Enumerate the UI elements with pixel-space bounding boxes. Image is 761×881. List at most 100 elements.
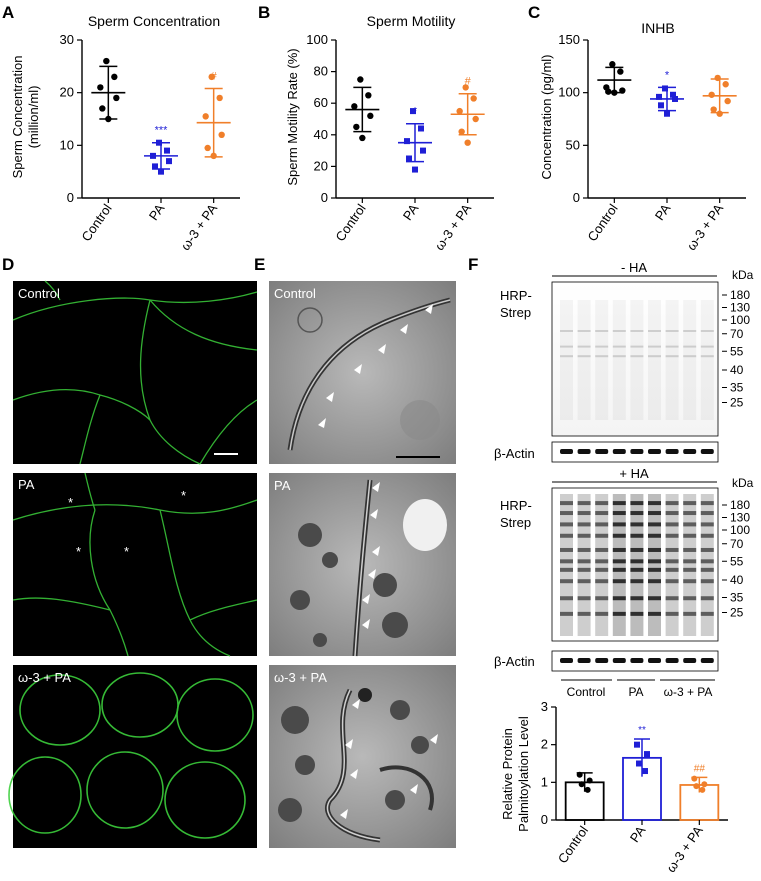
panel-b-ylabel: Sperm Motility Rate (%): [285, 48, 300, 185]
hrp-label-1a: HRP-: [500, 288, 532, 303]
ytick-label: 100: [306, 32, 328, 47]
kda-marker: 130: [730, 301, 750, 315]
significance-mark: ***: [155, 125, 169, 137]
blot-band: [612, 533, 626, 538]
blot-band: [648, 547, 661, 552]
hrp-label-2b: Strep: [500, 515, 531, 530]
blot-lane: [630, 494, 644, 636]
ytick-label: 2: [541, 737, 548, 752]
blot-lane: [683, 494, 697, 636]
blot-band: [630, 501, 644, 506]
data-point: [458, 128, 465, 135]
blot-band: [612, 567, 626, 572]
ytick-label: 0: [321, 190, 328, 205]
blot-band: [683, 596, 697, 601]
actin-band: [560, 449, 573, 454]
blot-band: [700, 611, 714, 616]
data-point: [166, 158, 172, 165]
actin-band: [648, 449, 661, 454]
actin-label-2: β-Actin: [494, 654, 535, 669]
panel-letter-f: F: [468, 255, 478, 274]
data-point: [611, 89, 618, 96]
blot-band: [560, 511, 573, 516]
kda-marker: 70: [730, 327, 744, 341]
panel-letter-b: B: [258, 3, 270, 22]
blot-band: [630, 579, 644, 584]
blot-band: [648, 567, 661, 572]
blot-lane: [700, 300, 714, 420]
panel-c-axes: 0 50 100 150 Control PA * ω-3 + PA: [558, 32, 746, 253]
blot-band: [577, 345, 591, 348]
blot-band: [595, 611, 609, 616]
actin-band: [577, 449, 591, 454]
bar-chart-axes: 0 1 2 3 Control PA ** ω-3 + PA ##: [541, 699, 728, 875]
hrp-label-1b: Strep: [500, 305, 531, 320]
xtick-label: Control: [555, 823, 591, 866]
blot-band: [648, 559, 661, 564]
data-point: [462, 84, 469, 91]
blot-band: [665, 501, 679, 506]
blot-band: [595, 533, 609, 538]
data-point: [113, 94, 120, 102]
actin-band: [665, 658, 679, 663]
actin-band: [612, 658, 626, 663]
lane-group-pa: PA: [628, 685, 643, 699]
xtick-label: ω-3 + PA: [177, 201, 220, 253]
ytick-label: 0: [541, 812, 548, 827]
kda-marker: 70: [730, 537, 744, 551]
data-point: [619, 87, 626, 94]
data-point: [644, 751, 650, 758]
blot-band: [560, 533, 573, 538]
blot-band: [560, 579, 573, 584]
significance-mark: **: [638, 725, 646, 736]
blot-band: [665, 522, 679, 527]
xtick-label: PA: [400, 201, 422, 223]
panel-a-ylabel-2: (million/ml): [26, 86, 41, 149]
xtick-label: PA: [146, 201, 168, 223]
data-point: [714, 74, 721, 82]
data-point: [710, 106, 717, 113]
blot-lane: [595, 300, 609, 420]
data-point: [359, 134, 366, 142]
blot-band: [612, 355, 626, 358]
data-point: [150, 152, 156, 159]
blot-band: [595, 547, 609, 552]
blot-band: [577, 330, 591, 332]
blot-band: [560, 522, 573, 527]
fluor-image-control: Control: [12, 280, 258, 465]
data-point: [412, 166, 418, 173]
panel-a: A Sperm Concentration Sperm Concentratio…: [2, 3, 240, 253]
blot-band: [577, 355, 591, 358]
data-point: [410, 108, 416, 115]
panel-a-axes: 0 10 20 30 Control PA *** ω-3 + PA #: [60, 32, 240, 253]
blot-band: [683, 611, 697, 616]
actin-band: [700, 658, 714, 663]
blot-band: [612, 596, 626, 601]
blot-band: [683, 511, 697, 516]
actin-band: [630, 449, 644, 454]
blot-band: [630, 596, 644, 601]
data-point: [472, 115, 479, 123]
blot-band: [665, 559, 679, 564]
ytick-label: 3: [541, 699, 548, 714]
actin-band: [612, 449, 626, 454]
data-point: [164, 147, 170, 154]
blot-band: [560, 559, 573, 564]
blot-band: [683, 579, 697, 584]
blot-band: [665, 355, 679, 358]
blot-lane: [595, 494, 609, 636]
ytick-label: 100: [558, 85, 580, 100]
blot-lane: [665, 494, 679, 636]
blot-band: [700, 596, 714, 601]
data-point: [670, 91, 676, 98]
em-image-omega: ω-3 + PA: [269, 665, 456, 848]
kda-label-1: kDa: [732, 268, 754, 282]
significance-mark: #: [211, 70, 218, 82]
xtick-label: Control: [332, 201, 368, 244]
data-point: [464, 139, 471, 146]
significance-mark: ##: [694, 763, 706, 774]
blot-band: [595, 567, 609, 572]
data-point: [456, 107, 463, 115]
data-point: [156, 139, 162, 146]
blot-band: [630, 511, 644, 516]
